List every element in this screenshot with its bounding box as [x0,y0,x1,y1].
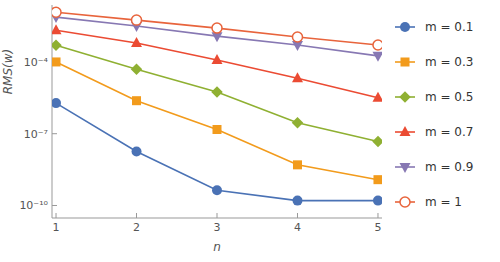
data-point [372,52,382,62]
data-point [373,175,382,184]
data-point [52,98,61,108]
chart: 10⁻⁴10⁻⁷10⁻¹⁰12345nRMS(w)m = 0.1m = 0.3m… [0,0,500,262]
data-point [212,185,222,195]
series-line [56,45,378,141]
x-tick-label: 2 [133,221,140,234]
series [52,7,382,50]
x-tick [136,213,137,218]
data-point [373,40,382,50]
data-point [52,24,62,34]
data-point [52,39,62,51]
x-axis-label: n [213,240,221,254]
x-tick-label: 3 [214,221,221,234]
legend-label: m = 0.9 [425,160,473,174]
data-point [292,196,302,206]
series-line [56,12,378,45]
legend-marker [400,126,411,136]
legend-marker [400,163,411,173]
data-point [372,92,382,102]
data-point [293,160,302,169]
legend-label: m = 1 [425,195,462,209]
data-point [212,54,223,64]
legend-marker [400,197,410,207]
data-point [292,117,304,129]
legend-marker [400,22,410,32]
y-tick-label: 10⁻⁷ [24,128,48,141]
y-tick [52,205,57,206]
x-tick [377,213,378,218]
data-point [132,15,142,25]
data-point [131,37,142,47]
legend-label: m = 0.7 [425,125,473,139]
data-point [372,136,382,148]
x-tick-label: 5 [374,221,381,234]
data-point [132,147,142,157]
series [52,13,382,62]
legend-label: m = 0.3 [425,55,473,69]
series [52,98,382,205]
x-tick [217,213,218,218]
series-line [56,17,378,56]
x-tick [56,213,57,218]
data-point [52,7,61,17]
y-tick-label: 10⁻¹⁰ [19,199,48,212]
legend-label: m = 0.5 [425,90,473,104]
data-point [131,63,143,75]
legend-marker [399,91,411,103]
series [52,57,382,184]
legend-label: m = 0.1 [425,20,473,34]
plot-area [52,7,382,205]
data-point [212,23,222,33]
data-point [211,86,223,98]
series [52,39,382,147]
x-tick [297,213,298,218]
x-tick-label: 4 [294,221,301,234]
series [52,24,382,101]
y-axis [52,5,53,218]
y-tick-label: 10⁻⁴ [24,56,49,69]
data-point [52,57,61,66]
data-point [292,32,302,42]
y-tick [52,133,57,134]
legend: m = 0.1 m = 0.3 m = 0.5 m = 0.7 m = 0.9 m = 1 [395,20,473,209]
x-tick-label: 1 [53,221,60,234]
data-point [213,125,222,134]
series-line [56,62,378,180]
data-point [292,72,303,82]
series-line [56,103,378,200]
data-point [373,196,382,206]
y-axis-label: RMS(w) [1,49,15,95]
legend-marker [401,58,410,67]
data-point [132,96,141,105]
